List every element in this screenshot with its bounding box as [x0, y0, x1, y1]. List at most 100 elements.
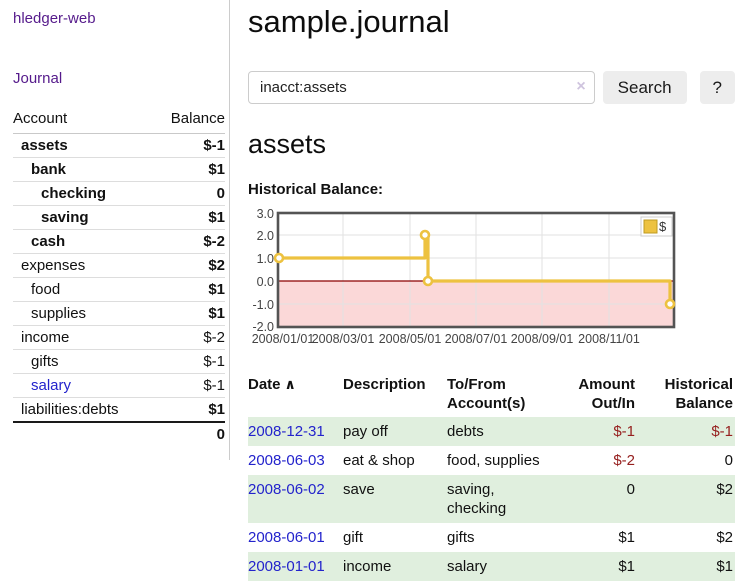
account-link-food[interactable]: food [31, 281, 61, 298]
transaction-amount: $1 [618, 558, 635, 575]
account-balance: $-1 [153, 349, 225, 374]
accounts-total: 0 [216, 426, 225, 443]
account-balance: $1 [153, 157, 225, 182]
header-accounts: To/From Account(s) [447, 376, 526, 412]
account-link-bank[interactable]: bank [31, 161, 67, 178]
account-row: liabilities:debts $1 [13, 397, 225, 423]
transaction-balance: $-1 [711, 423, 733, 440]
account-balance: 0 [153, 181, 225, 206]
transaction-accounts: food, supplies [447, 452, 540, 469]
transaction-date-link[interactable]: 2008-01-01 [248, 558, 325, 575]
search-button[interactable]: Search [602, 71, 687, 104]
main-content: sample.journal × Search ? assets Histori… [240, 0, 742, 581]
transaction-balance: 0 [724, 452, 733, 469]
account-balance: $-2 [153, 325, 225, 350]
account-balance: $1 [153, 301, 225, 326]
transaction-accounts: gifts [447, 529, 475, 546]
transaction-description: save [343, 481, 375, 498]
y-tick: -1.0 [252, 298, 274, 312]
transaction-row[interactable]: 2008-06-01 gift gifts $1 $2 [248, 523, 735, 552]
account-row: cash $-2 [13, 229, 225, 254]
transaction-description: pay off [343, 423, 388, 440]
account-link-salary[interactable]: salary [31, 377, 72, 394]
transaction-description: income [343, 558, 392, 575]
transaction-row[interactable]: 2008-12-31 pay off debts $-1 $-1 [248, 417, 735, 446]
account-balance: $1 [153, 277, 225, 302]
legend-label: $ [659, 219, 667, 234]
transaction-date-link[interactable]: 2008-06-02 [248, 481, 325, 498]
sort-ascending-icon[interactable]: ∧ [284, 376, 296, 392]
y-axis-labels: 3.0 2.0 1.0 0.0 -1.0 -2.0 [252, 207, 274, 334]
data-points [273, 229, 676, 310]
x-tick: 2008/01/01 [252, 332, 315, 346]
x-tick: 2008/09/01 [511, 332, 574, 346]
account-link-gifts[interactable]: gifts [31, 353, 59, 370]
account-link-supplies[interactable]: supplies [31, 305, 87, 322]
data-point [422, 275, 434, 287]
account-row: saving $1 [13, 205, 225, 230]
sidebar: hledger-web Journal Account Balance asse… [0, 0, 230, 460]
account-link-income[interactable]: income [21, 329, 70, 346]
transaction-accounts: debts [447, 423, 484, 440]
accounts-header-account: Account [13, 106, 154, 134]
account-row: checking 0 [13, 181, 225, 206]
x-tick: 2008/05/01 [379, 332, 442, 346]
header-date[interactable]: Date ∧ [248, 373, 343, 417]
header-date-label: Date [248, 376, 281, 393]
account-balance: $-1 [153, 373, 225, 398]
clear-search-icon[interactable]: × [576, 78, 586, 95]
legend-swatch [643, 219, 658, 234]
account-link-expenses[interactable]: expenses [21, 257, 86, 274]
y-tick: 2.0 [257, 229, 274, 243]
account-heading: assets [248, 129, 327, 159]
transaction-balance: $1 [716, 558, 733, 575]
help-button[interactable]: ? [699, 71, 735, 104]
app-brand: hledger-web [13, 10, 225, 27]
account-row: income $-2 [13, 325, 225, 350]
transaction-date-link[interactable]: 2008-12-31 [248, 423, 325, 440]
vertical-gridlines [342, 214, 610, 326]
account-balance: $-2 [153, 229, 225, 254]
transaction-date-link[interactable]: 2008-06-01 [248, 529, 325, 546]
transaction-balance: $2 [716, 529, 733, 546]
page-title: sample.journal [248, 4, 450, 39]
x-tick: 2008/11/01 [578, 332, 640, 346]
sidebar-nav: Journal [13, 70, 225, 87]
accounts-total-row: 0 [13, 422, 225, 446]
x-axis-labels: 2008/01/01 2008/03/01 2008/05/01 2008/07… [252, 332, 640, 346]
transaction-balance: $2 [716, 481, 733, 498]
account-balance: $1 [153, 205, 225, 230]
account-link-liabilities-debts[interactable]: liabilities:debts [21, 401, 119, 418]
header-description: Description [343, 376, 426, 393]
transaction-description: eat & shop [343, 452, 415, 469]
transaction-row[interactable]: 2008-06-02 save saving, checking 0 $2 [248, 475, 735, 523]
accounts-table: Account Balance assets $-1 bank $1 check… [13, 106, 225, 446]
account-link-cash[interactable]: cash [31, 233, 66, 250]
transactions-table: Date ∧ Description To/From Account(s) Amo… [248, 373, 735, 581]
transaction-row[interactable]: 2008-01-01 income salary $1 $1 [248, 552, 735, 581]
transaction-accounts: salary [447, 558, 488, 575]
account-link-checking[interactable]: checking [41, 185, 107, 202]
accounts-header-balance: Balance [153, 106, 225, 134]
brand-link[interactable]: hledger-web [13, 10, 96, 27]
data-point [273, 252, 285, 264]
transaction-accounts: saving, checking [447, 481, 507, 517]
transactions-header-row: Date ∧ Description To/From Account(s) Amo… [248, 373, 735, 417]
transaction-amount: $-2 [613, 452, 635, 469]
transaction-amount: $1 [618, 529, 635, 546]
account-row: salary $-1 [13, 373, 225, 398]
nav-journal-link[interactable]: Journal [13, 70, 63, 87]
accounts-header-row: Account Balance [13, 106, 225, 134]
transaction-row[interactable]: 2008-06-03 eat & shop food, supplies $-2… [248, 446, 735, 475]
search-input[interactable] [248, 71, 595, 104]
account-link-assets[interactable]: assets [21, 137, 68, 154]
transaction-amount: 0 [626, 481, 635, 498]
y-tick: 3.0 [257, 209, 274, 221]
account-balance: $-1 [153, 133, 225, 158]
account-row: gifts $-1 [13, 349, 225, 374]
account-link-saving[interactable]: saving [41, 209, 89, 226]
search-form: × Search ? [248, 71, 735, 104]
account-row: food $1 [13, 277, 225, 302]
data-point [664, 298, 676, 310]
transaction-date-link[interactable]: 2008-06-03 [248, 452, 325, 469]
